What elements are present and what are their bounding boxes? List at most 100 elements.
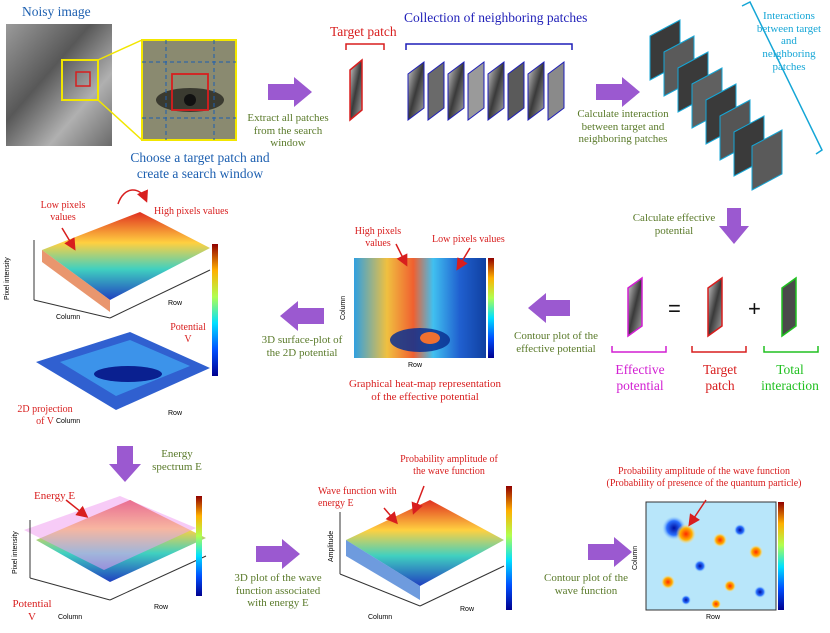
axis-row-proj: Row <box>168 410 183 417</box>
choose-caption-line-2: create a search window <box>136 165 264 181</box>
wave-function-line-1: Wave function with <box>318 486 397 497</box>
prob-amp-line-1: Probability amplitude of <box>400 454 498 465</box>
target-patch-eq-line-1: Target <box>702 362 738 377</box>
noisy-image-label: Noisy image <box>22 4 91 19</box>
wave3d-caption-line-3: with energy E <box>247 597 309 610</box>
wave3d-caption-line-1: 3D plot of the wave <box>234 572 322 584</box>
projection-line-1: 2D projection <box>17 404 73 415</box>
interactions-line-5: patches <box>772 60 806 73</box>
low-pixels-arrow <box>61 227 76 251</box>
neighboring-patches <box>407 61 565 121</box>
total-interaction-line-1: Total <box>776 362 804 377</box>
target-patch-eq-label: Target patch <box>680 362 760 393</box>
wave-contour-plot <box>645 501 784 611</box>
interaction-patches <box>649 19 783 191</box>
axis-column-top: Column <box>56 314 81 321</box>
wave-function-label: Wave function with energy E <box>318 486 397 509</box>
interactions-caption: Interactions between target and neighbor… <box>750 10 828 73</box>
effective-brace <box>611 346 667 353</box>
wave3d-caption-line-2: function associated <box>235 584 321 597</box>
arrow-right-4 <box>588 537 632 567</box>
extract-caption: Extract all patches from the search wind… <box>240 112 336 150</box>
prob-amp-line-2: the wave function <box>413 465 485 477</box>
total-interaction-line-2: interaction <box>761 377 819 393</box>
effective-potential-patch <box>627 276 643 338</box>
collection-label: Collection of neighboring patches <box>404 10 588 25</box>
potential-v-line-2: V <box>184 333 192 345</box>
target-eq-brace <box>691 346 747 353</box>
high-pixels-mid: High pixels values <box>348 226 408 249</box>
calc-effective-line-1: Calculate effective <box>632 212 716 224</box>
heatmap-caption-line-2: of the effective potential <box>371 390 479 403</box>
arrow-left-1 <box>280 301 324 331</box>
axis-column-proj: Column <box>56 418 81 425</box>
surface-caption-line-1: 3D surface-plot of <box>261 334 343 346</box>
axis-column-energy: Column <box>58 614 83 621</box>
calc-effective-line-2: potential <box>654 224 694 237</box>
heat-high-arrow <box>395 243 408 267</box>
energy-surface-plot <box>24 496 207 601</box>
axis-amplitude-wave: Amplitude <box>328 530 335 562</box>
potential-v-bottom-line-2: V <box>28 610 36 623</box>
wave-function-line-2: energy E <box>318 497 354 509</box>
arrow-right-1 <box>268 77 312 107</box>
search-window-zoom <box>141 39 237 141</box>
arrow-down-1 <box>719 208 749 244</box>
interactions-line-2: between target <box>756 22 822 35</box>
potential-v-bottom: Potential V <box>4 598 60 623</box>
plus-sign: + <box>748 296 761 321</box>
surface-caption-line-2: the 2D potential <box>266 346 338 359</box>
energy-e-label: Energy E <box>34 490 76 502</box>
calc-interaction-line-3: neighboring patches <box>578 133 668 146</box>
interactions-line-1: Interactions <box>763 10 815 22</box>
equals-sign: = <box>668 296 681 321</box>
low-pixels-left-line-1: Low pixels <box>40 200 86 211</box>
target-brace <box>345 43 385 50</box>
extract-line-2: from the search <box>253 124 323 137</box>
contour-wave-caption: Contour plot of the wave function <box>534 572 638 597</box>
energy-arrow <box>65 499 89 518</box>
contour-caption: Contour plot of the effective potential <box>506 330 606 355</box>
heat-low-arrow <box>456 247 471 271</box>
presence-arrow <box>688 499 707 527</box>
contour-wave-line-1: Contour plot of the <box>543 572 629 584</box>
target-patch <box>349 58 363 122</box>
axis-pixel-intensity-top: Pixel intensity <box>4 257 11 300</box>
arrow-right-3 <box>256 539 300 569</box>
extract-line-3: window <box>270 137 306 150</box>
prob-presence-line-2: (Probability of presence of the quantum … <box>606 477 802 489</box>
axis-row-contour: Row <box>706 614 721 621</box>
heat-map <box>354 258 494 358</box>
wave3d-caption: 3D plot of the wave function associated … <box>224 572 332 610</box>
prob-presence-line-1: Probability amplitude of the wave functi… <box>618 466 790 477</box>
prob-presence-label: Probability amplitude of the wave functi… <box>580 466 828 489</box>
extract-line-1: Extract all patches <box>247 112 329 124</box>
surface-caption: 3D surface-plot of the 2D potential <box>252 334 352 359</box>
effective-potential-line-2: potential <box>616 377 664 393</box>
axis-row-wave: Row <box>460 606 475 613</box>
prob-amp-arrow <box>411 485 425 515</box>
high-pixels-left: High pixels values <box>154 206 229 217</box>
projection-line-2: of V <box>36 415 54 427</box>
potential-v-line-1: Potential <box>170 322 206 333</box>
axis-row-heat: Row <box>408 362 423 369</box>
choose-caption-line-1: Choose a target patch and <box>130 150 270 165</box>
calc-interaction-line-1: Calculate interaction <box>577 108 669 120</box>
collection-brace <box>405 43 573 50</box>
total-interaction-label: Total interaction <box>752 362 828 393</box>
interactions-line-4: neighboring <box>762 47 816 60</box>
axis-column-wave: Column <box>368 614 393 621</box>
heatmap-caption: Graphical heat-map representation of the… <box>340 378 510 403</box>
high-pixels-mid-line-2: values <box>365 237 391 249</box>
choose-caption: Choose a target patch and create a searc… <box>110 150 290 181</box>
calc-interaction-caption: Calculate interaction between target and… <box>568 108 678 146</box>
total-brace <box>763 346 819 353</box>
effective-potential-line-1: Effective <box>615 362 665 377</box>
contour-wave-line-2: wave function <box>554 584 618 597</box>
surface-plot-top <box>33 212 218 376</box>
energy-spectrum-caption: Energy spectrum E <box>142 448 212 473</box>
contour-caption-line-2: effective potential <box>516 342 596 355</box>
low-pixels-left-line-2: values <box>50 211 76 223</box>
surface-plot-bottom <box>36 332 210 410</box>
